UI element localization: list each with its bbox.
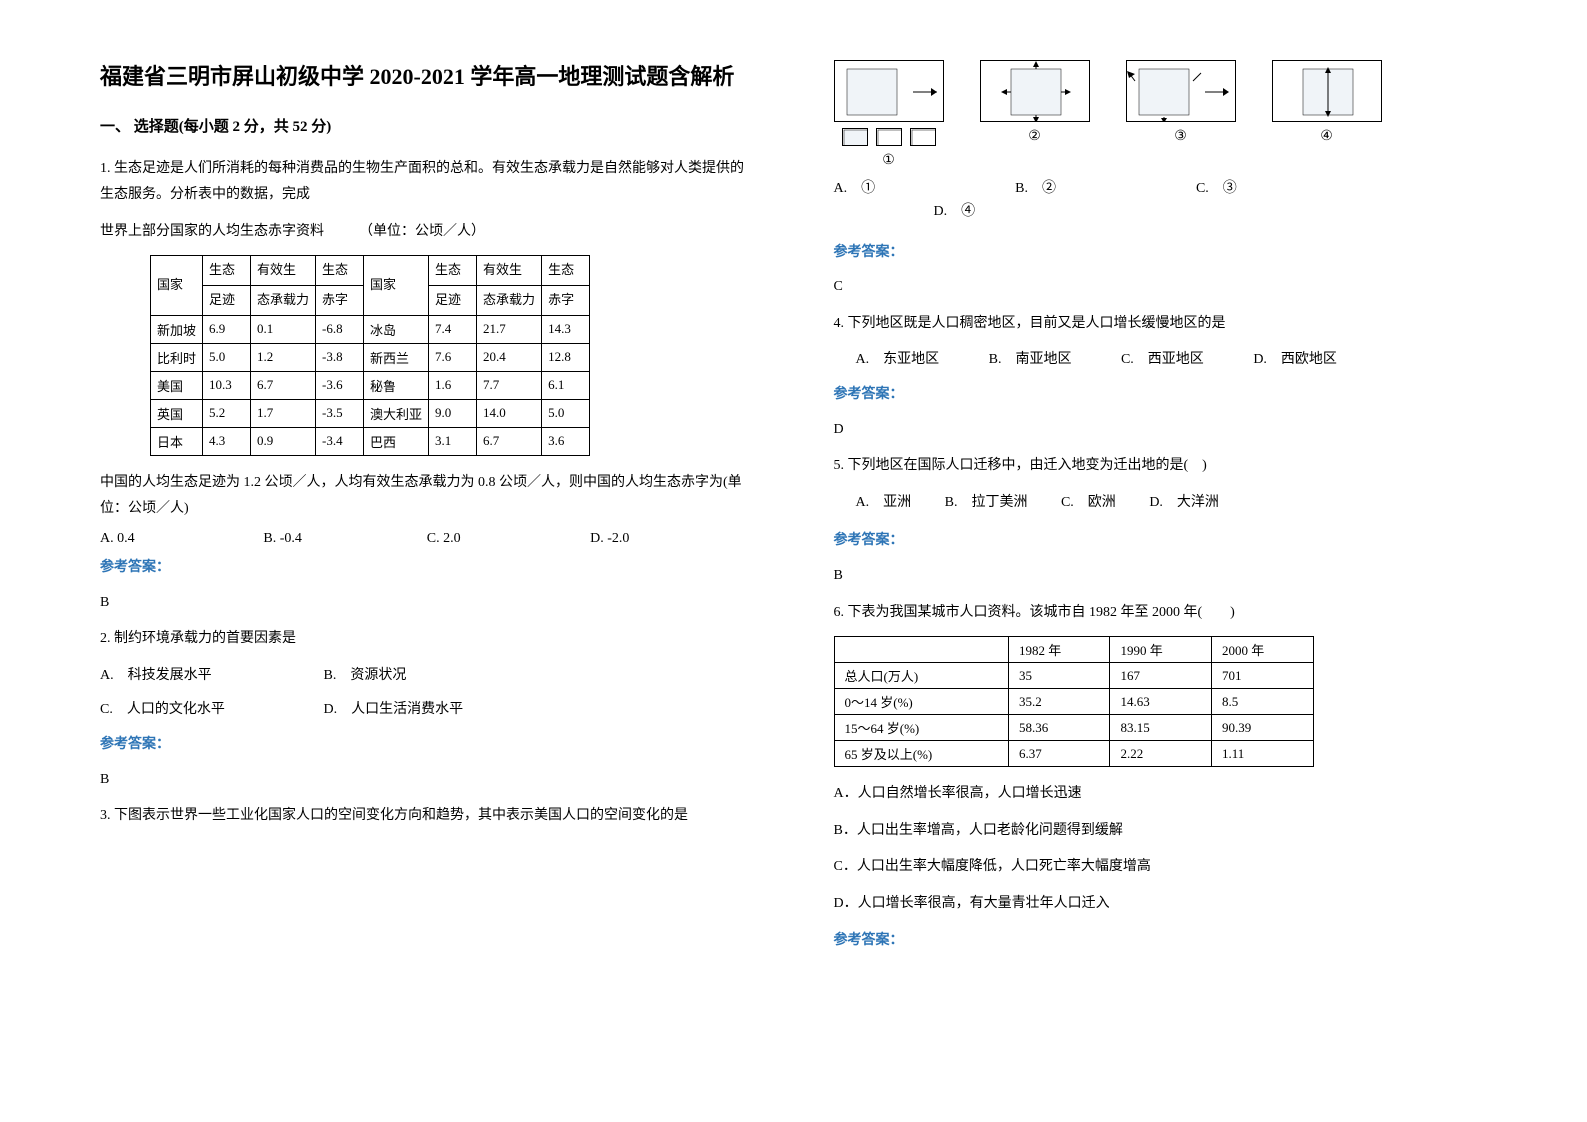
q1-options: A. 0.4 B. -0.4 C. 2.0 D. -2.0 [100,531,754,547]
opt-c: C. 人口的文化水平 [100,697,320,724]
table-row: 美国10.36.7-3.6秘鲁1.67.76.1 [151,371,590,399]
th: 生态 [429,256,477,286]
answer-heading: 参考答案： [834,528,1488,555]
diagram-4: ④ [1272,60,1382,169]
opt-b: B. -0.4 [263,531,426,547]
opt-b: B．人口出生率增高，人口老龄化问题得到缓解 [834,818,1488,845]
page-title: 福建省三明市屏山初级中学 2020-2021 学年高一地理测试题含解析 [100,60,754,93]
q4-text: 4. 下列地区既是人口稠密地区，目前又是人口增长缓慢地区的是 [834,311,1488,338]
th: 生态 [203,256,251,286]
q1-text: 1. 生态足迹是人们所消耗的每种消费品的生物生产面积的总和。有效生态承载力是自然… [100,156,754,209]
opt-d: D. ④ [934,199,1488,226]
opt-d: D. 人口生活消费水平 [324,702,464,717]
table-row: 总人口(万人)35167701 [834,663,1313,689]
opt-b: B. ② [1015,177,1056,197]
q3-answer: C [834,274,1488,301]
q2-options-row1: A. 科技发展水平 B. 资源状况 [100,663,754,690]
q6-text: 6. 下表为我国某城市人口资料。该城市自 1982 年至 2000 年( ) [834,600,1488,627]
opt-d: D. 大洋洲 [1149,490,1219,517]
answer-heading: 参考答案： [100,732,754,759]
diagram-4-svg [1272,60,1382,122]
opt-a: A. 0.4 [100,531,263,547]
table-row: 65 岁及以上(%)6.372.221.11 [834,741,1313,767]
diagram-label: ③ [1174,128,1187,145]
opt-b: B. 资源状况 [324,668,407,683]
q5-options: A. 亚洲 B. 拉丁美洲 C. 欧洲 D. 大洋洲 [834,490,1488,517]
opt-a: A. 亚洲 [856,490,912,517]
th: 有效生 [251,256,316,286]
opt-a: A. ① [834,177,876,197]
q1-answer: B [100,590,754,617]
opt-a: A. 东亚地区 [856,347,940,374]
table-row: 比利时5.01.2-3.8新西兰7.620.412.8 [151,343,590,371]
q5-text: 5. 下列地区在国际人口迁移中，由迁入地变为迁出地的是( ) [834,453,1488,480]
th-country2: 国家 [364,256,429,316]
q3-options: A. ① B. ② C. ③ [834,177,1488,197]
opt-d: D．人口增长率很高，有大量青壮年人口迁入 [834,891,1488,918]
diagram-label: ① [882,152,895,169]
left-column: 福建省三明市屏山初级中学 2020-2021 学年高一地理测试题含解析 一、 选… [80,60,794,1062]
q5-answer: B [834,563,1488,590]
answer-heading: 参考答案： [834,382,1488,409]
th: 有效生 [477,256,542,286]
opt-c: C. ③ [1196,177,1237,197]
th: 赤字 [542,286,590,316]
opt-a: A. 科技发展水平 [100,663,320,690]
q3-text: 3. 下图表示世界一些工业化国家人口的空间变化方向和趋势，其中表示美国人口的空间… [100,803,754,830]
diagram-label: ④ [1320,128,1333,145]
answer-heading: 参考答案： [100,555,754,582]
diagram-1-svg [834,60,944,122]
table-header-row: 国家 生态 有效生 生态 国家 生态 有效生 生态 [151,256,590,286]
opt-d: D. 西欧地区 [1253,347,1337,374]
q6-table: 1982 年 1990 年 2000 年 总人口(万人)35167701 0～1… [834,636,1314,767]
table-row: 0～14 岁(%)35.214.638.5 [834,689,1313,715]
q3-diagrams: ① ② ③ [834,60,1488,169]
th: 态承载力 [477,286,542,316]
q4-options: A. 东亚地区 B. 南亚地区 C. 西亚地区 D. 西欧地区 [834,347,1488,374]
opt-b: B. 南亚地区 [989,347,1072,374]
answer-heading: 参考答案： [834,928,1488,955]
answer-heading: 参考答案： [834,240,1488,267]
q1-table: 国家 生态 有效生 生态 国家 生态 有效生 生态 足迹 态承载力 赤字 足迹 … [150,255,590,456]
table-row: 日本4.30.9-3.4巴西3.16.73.6 [151,427,590,455]
th: 足迹 [429,286,477,316]
th: 生态 [316,256,364,286]
diagram-1: ① [834,60,944,169]
section-heading: 一、 选择题(每小题 2 分，共 52 分) [100,113,754,142]
q1-table-caption: 世界上部分国家的人均生态赤字资料 （单位：公顷／人） [100,219,754,246]
th: 足迹 [203,286,251,316]
opt-c: C. 西亚地区 [1121,347,1204,374]
opt-c: C. 欧洲 [1061,490,1116,517]
opt-d: D. -2.0 [590,531,753,547]
table-row: 15～64 岁(%)58.3683.1590.39 [834,715,1313,741]
th: 生态 [542,256,590,286]
table-header-row: 1982 年 1990 年 2000 年 [834,637,1313,663]
q1-sub: 中国的人均生态足迹为 1.2 公顷／人，人均有效生态承载力为 0.8 公顷／人，… [100,470,754,523]
opt-b: B. 拉丁美洲 [945,490,1028,517]
q2-options-row2: C. 人口的文化水平 D. 人口生活消费水平 [100,697,754,724]
diagram-3-svg [1126,60,1236,122]
th-country: 国家 [151,256,203,316]
diagram-2-svg [980,60,1090,122]
diagram-2: ② [980,60,1090,169]
right-column: ① ② ③ [794,60,1508,1062]
table-row: 英国5.21.7-3.5澳大利亚9.014.05.0 [151,399,590,427]
diagram-3: ③ [1126,60,1236,169]
th: 赤字 [316,286,364,316]
opt-a: A．人口自然增长率很高，人口增长迅速 [834,781,1488,808]
table-row: 新加坡6.90.1-6.8冰岛7.421.714.3 [151,315,590,343]
q2-answer: B [100,767,754,794]
diagram-label: ② [1028,128,1041,145]
opt-c: C. 2.0 [427,531,590,547]
q4-answer: D [834,417,1488,444]
opt-c: C．人口出生率大幅度降低，人口死亡率大幅度增高 [834,854,1488,881]
th: 态承载力 [251,286,316,316]
q2-text: 2. 制约环境承载力的首要因素是 [100,626,754,653]
